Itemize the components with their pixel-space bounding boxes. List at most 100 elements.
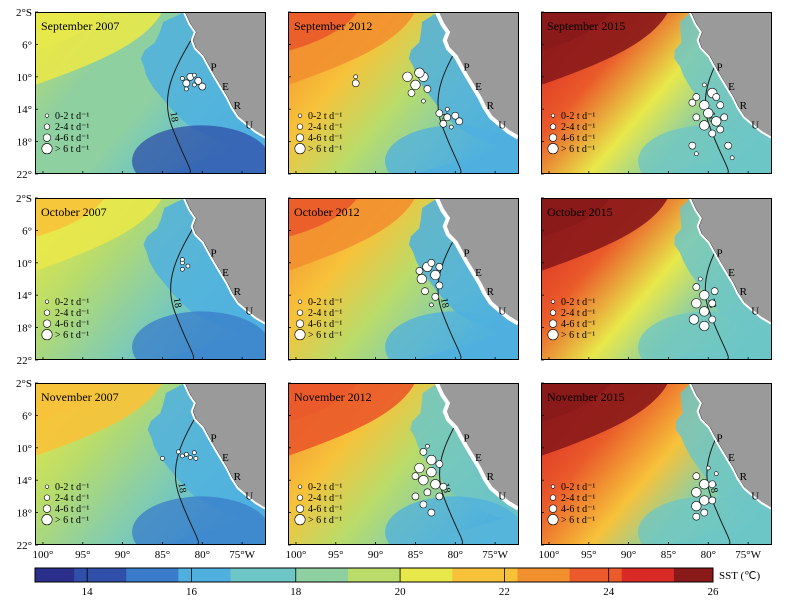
catch-circle: [421, 287, 429, 295]
latitude-tick-label: 2°S: [16, 378, 32, 390]
catch-circle: [712, 93, 721, 101]
colorbar-swatch: [230, 568, 245, 582]
catch-circle: [435, 109, 444, 118]
cold-pool: [385, 125, 519, 174]
latitude-tick-label: 22°: [17, 169, 32, 181]
colorbar-swatch: [48, 568, 62, 582]
catch-circle: [184, 451, 189, 457]
catch-circle: [692, 283, 701, 291]
legend-label: > 6 t d⁻¹: [561, 330, 595, 341]
legend-symbol: [548, 319, 558, 328]
longitude-tick-label: 85°: [155, 549, 170, 561]
cold-pool: [385, 311, 519, 360]
longitude-tick-label: 80°: [448, 549, 463, 561]
legend-symbol: [41, 514, 53, 526]
colorbar-swatch: [621, 568, 636, 582]
catch-circle: [699, 306, 710, 317]
legend-symbol: [41, 329, 53, 341]
longitude-axis: 100° 95° 90° 85° 80° 75°W 100° 95° 90° 85° 80° 75°W…: [33, 549, 762, 561]
country-label-letter: E: [475, 81, 482, 93]
colorbar-swatch: [413, 568, 427, 582]
country-label-letter: E: [728, 267, 735, 279]
panel-frame: [541, 12, 772, 174]
catch-circle: [448, 124, 454, 130]
catch-circle: [419, 500, 428, 509]
panel-title: October 2015: [547, 205, 613, 219]
country-label-letter: E: [728, 452, 735, 464]
catch-circle: [708, 299, 717, 308]
colorbar-swatch: [165, 568, 179, 582]
country-label-letter: R: [740, 100, 748, 112]
colorbar-tick-label: 26: [708, 586, 720, 598]
latitude-tick-label: 18°: [17, 508, 32, 520]
catch-legend: 0-2 t d⁻¹2-4 t d⁻¹4-6 t d⁻¹> 6 t d⁻¹: [41, 111, 89, 155]
colorbar-swatch: [439, 568, 453, 582]
colorbar-swatch: [217, 568, 232, 582]
country-label-letter: E: [475, 452, 482, 464]
colorbar-swatch: [465, 568, 479, 582]
catch-circle: [439, 482, 448, 491]
catch-circle: [194, 77, 203, 85]
legend-symbol: [547, 514, 559, 526]
colorbar-swatch: [347, 568, 362, 582]
coastal-strip: [688, 383, 772, 510]
legend-symbol: [296, 494, 304, 501]
colorbar-swatch: [634, 568, 649, 582]
colorbar-swatch: [282, 568, 297, 582]
catch-circle: [176, 449, 181, 455]
legend-label: 4-6 t d⁻¹: [308, 504, 342, 515]
country-label-letter: U: [498, 491, 506, 503]
catch-legend: 0-2 t d⁻¹2-4 t d⁻¹4-6 t d⁻¹> 6 t d⁻¹: [547, 111, 595, 155]
catch-circle: [429, 302, 434, 308]
catch-circle: [455, 117, 464, 126]
legend-symbol: [295, 319, 305, 328]
catch-circle: [708, 496, 717, 505]
legend-label: > 6 t d⁻¹: [561, 515, 595, 526]
catch-circle: [180, 257, 185, 262]
legend-symbol: [297, 113, 303, 118]
country-label-letter: E: [222, 452, 229, 464]
country-label-letter: P: [211, 247, 217, 259]
catch-circle: [180, 266, 185, 272]
colorbar-tick-label: 22: [499, 586, 510, 598]
contour-label: 18: [438, 297, 451, 309]
catch-circle: [182, 79, 191, 88]
longitude-tick-label: 100°: [539, 549, 560, 561]
colorbar-swatch: [504, 568, 518, 582]
colorbar-swatch: [243, 568, 258, 582]
catch-circle: [716, 125, 725, 134]
legend-label: 4-6 t d⁻¹: [55, 133, 89, 144]
country-label-letter: P: [464, 61, 470, 73]
catch-legend: 0-2 t d⁻¹2-4 t d⁻¹4-6 t d⁻¹> 6 t d⁻¹: [41, 297, 89, 341]
catch-circle: [180, 76, 185, 81]
legend-symbol: [294, 143, 306, 155]
catch-circle: [427, 259, 436, 267]
longitude-tick-label: 95°: [328, 549, 343, 561]
catch-circle: [716, 101, 725, 109]
catch-circle: [351, 79, 360, 88]
latitude-tick-label: 2°S: [16, 193, 32, 205]
colorbar-swatch: [126, 568, 140, 582]
panel-title: November 2015: [547, 390, 625, 404]
panel-title: November 2007: [41, 390, 119, 404]
country-label-letter: E: [222, 81, 229, 93]
legend-symbol: [296, 123, 304, 130]
coastal-strip: [434, 12, 519, 140]
warm-water-core: [541, 198, 611, 237]
legend-symbol: [42, 319, 52, 328]
colorbar-swatch: [426, 568, 440, 582]
catch-circle: [192, 450, 197, 455]
catch-circle: [703, 108, 714, 119]
country-label-letter: R: [234, 286, 242, 298]
legend-label: 0-2 t d⁻¹: [55, 482, 89, 493]
catch-circle: [423, 85, 432, 93]
catch-circle: [698, 276, 703, 282]
legend-symbol: [41, 143, 53, 155]
catch-circle: [699, 120, 710, 131]
legend-symbol: [549, 494, 557, 501]
catch-circle: [426, 454, 437, 466]
catch-circle: [426, 466, 437, 478]
catch-circle: [699, 479, 710, 490]
longitude-tick-label: 95°: [75, 549, 90, 561]
